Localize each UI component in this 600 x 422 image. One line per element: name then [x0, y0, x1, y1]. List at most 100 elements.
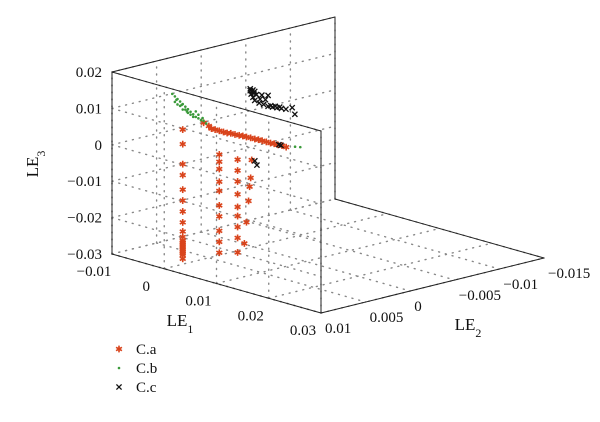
data-point: [179, 160, 187, 168]
data-point: [247, 174, 254, 182]
marker-core: [181, 198, 185, 203]
marker-core: [217, 251, 221, 255]
x-tick-label: −0.01: [77, 264, 112, 280]
data-point: [185, 110, 189, 113]
marker-stroke: [260, 101, 267, 108]
axis-line: [111, 16, 336, 73]
z-tick-label: −0.03: [67, 247, 102, 263]
data-point: [184, 108, 187, 111]
axis-line: [320, 257, 545, 314]
axis-line: [334, 198, 545, 259]
y-tick-label: −0.015: [548, 266, 590, 282]
axis-line: [111, 71, 322, 132]
marker-core: [117, 347, 121, 351]
data-point: [257, 96, 264, 103]
data-point: [178, 100, 182, 103]
marker-core: [235, 168, 240, 173]
data-point: [258, 92, 265, 99]
marker-stroke: [251, 157, 258, 164]
grid-line: [163, 213, 388, 270]
legend-label: C.a: [136, 342, 157, 358]
marker-core: [235, 250, 240, 255]
marker-stroke: [277, 142, 285, 149]
marker-core: [221, 130, 226, 134]
marker-stroke: [253, 162, 260, 169]
grid-layer: [111, 16, 545, 314]
data-point: [234, 212, 241, 220]
data-point: [179, 171, 187, 179]
data-point: [179, 186, 187, 194]
data-point: [186, 107, 190, 111]
marker-stroke: [276, 104, 283, 111]
data-point: [282, 143, 290, 151]
data-point: [253, 162, 260, 169]
marker-core: [217, 189, 221, 193]
data-point: [194, 110, 198, 113]
data-point: [189, 110, 192, 114]
marker-core: [246, 199, 251, 203]
data-point: [241, 240, 248, 247]
data-point: [215, 202, 223, 209]
data-point: [265, 92, 272, 99]
data-points: [170, 85, 302, 263]
data-point: [184, 105, 187, 108]
series-ca: [179, 119, 290, 263]
data-point: [245, 197, 252, 205]
legend-marker: [115, 383, 123, 391]
data-point: [179, 255, 187, 263]
marker-core: [217, 180, 221, 184]
data-point: [234, 223, 241, 231]
x-axis-label: LE1: [167, 311, 194, 336]
legend: C.a C.b C.c: [115, 342, 157, 396]
legend-item: C.a: [115, 342, 157, 358]
marker-core: [181, 162, 185, 166]
marker-core: [235, 205, 240, 209]
y-tick-label: −0.01: [503, 277, 538, 293]
z-tick-label: 0.01: [76, 101, 102, 117]
data-point: [205, 122, 213, 130]
data-point: [215, 227, 223, 235]
data-point: [234, 234, 241, 242]
marker-core: [181, 127, 185, 132]
legend-item: C.c: [115, 380, 157, 396]
marker-core: [181, 257, 185, 261]
data-point: [191, 113, 195, 116]
grid-line: [245, 220, 456, 281]
marker-core: [213, 128, 217, 132]
axes-frame: [111, 16, 545, 314]
data-point: [234, 156, 241, 164]
marker-stroke: [289, 104, 296, 111]
data-point: [258, 137, 266, 145]
marker-core: [217, 214, 221, 218]
data-point: [251, 97, 258, 104]
data-point: [180, 103, 183, 107]
data-point: [215, 238, 223, 246]
data-point: [247, 134, 254, 142]
marker-core: [229, 131, 233, 135]
data-point: [173, 100, 177, 104]
grid-line: [200, 231, 411, 292]
z-tick-label: 0.02: [76, 65, 102, 81]
y-tick-label: 0.01: [325, 321, 351, 337]
data-point: [179, 228, 187, 235]
data-point: [298, 145, 302, 149]
marker-core: [217, 167, 221, 171]
axis-line: [111, 253, 322, 314]
data-point: [246, 183, 253, 191]
data-point: [227, 129, 235, 137]
data-point: [215, 249, 223, 257]
marker-core: [217, 160, 221, 164]
marker-stroke: [291, 111, 298, 118]
marker-stroke: [251, 97, 258, 104]
data-point: [234, 249, 241, 256]
legend-marker: [115, 345, 123, 353]
series-cc: [247, 85, 298, 169]
x-tick-label: 0.02: [238, 308, 264, 324]
marker-core: [249, 136, 253, 140]
marker-stroke: [253, 91, 260, 98]
y-axis-label: LE2: [455, 315, 482, 340]
marker-core: [249, 176, 253, 180]
data-point: [243, 218, 250, 226]
